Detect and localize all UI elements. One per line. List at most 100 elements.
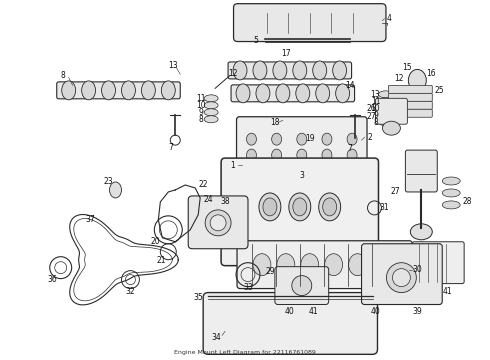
FancyBboxPatch shape — [283, 134, 309, 170]
Ellipse shape — [204, 95, 218, 102]
Ellipse shape — [259, 193, 281, 221]
Ellipse shape — [263, 198, 277, 216]
Text: 21: 21 — [157, 256, 166, 265]
Text: Engine Mount Left Diagram for 22116761089: Engine Mount Left Diagram for 2211676108… — [174, 350, 316, 355]
Ellipse shape — [378, 119, 392, 126]
Ellipse shape — [142, 81, 155, 100]
FancyBboxPatch shape — [362, 244, 442, 305]
Ellipse shape — [297, 133, 307, 145]
Ellipse shape — [293, 61, 307, 80]
Ellipse shape — [318, 193, 341, 221]
Ellipse shape — [277, 254, 295, 276]
Ellipse shape — [392, 269, 410, 287]
Text: 38: 38 — [220, 197, 230, 206]
Ellipse shape — [372, 254, 391, 276]
Text: 39: 39 — [413, 307, 422, 316]
Text: 40: 40 — [370, 307, 380, 316]
Ellipse shape — [336, 84, 349, 103]
Text: 15: 15 — [403, 63, 412, 72]
Ellipse shape — [442, 189, 460, 197]
FancyBboxPatch shape — [57, 82, 180, 99]
Text: 35: 35 — [194, 293, 203, 302]
Text: 36: 36 — [48, 275, 58, 284]
FancyBboxPatch shape — [375, 98, 407, 124]
Ellipse shape — [442, 177, 460, 185]
Text: 24: 24 — [203, 195, 213, 204]
Ellipse shape — [296, 84, 310, 103]
FancyBboxPatch shape — [389, 93, 432, 101]
Ellipse shape — [233, 61, 247, 80]
Ellipse shape — [246, 133, 256, 145]
Ellipse shape — [205, 210, 231, 236]
Text: 28: 28 — [463, 197, 472, 206]
Ellipse shape — [387, 263, 416, 293]
Ellipse shape — [297, 149, 307, 161]
FancyBboxPatch shape — [405, 150, 437, 192]
Text: 3: 3 — [299, 171, 304, 180]
Text: 20: 20 — [150, 237, 160, 246]
Ellipse shape — [378, 91, 392, 98]
FancyBboxPatch shape — [237, 117, 367, 177]
Ellipse shape — [204, 109, 218, 116]
Ellipse shape — [246, 149, 256, 161]
Text: 1: 1 — [231, 161, 235, 170]
Ellipse shape — [301, 254, 318, 276]
FancyBboxPatch shape — [237, 241, 413, 289]
FancyBboxPatch shape — [188, 196, 248, 249]
Text: 5: 5 — [253, 36, 258, 45]
Text: 34: 34 — [211, 333, 221, 342]
FancyBboxPatch shape — [234, 4, 386, 41]
Ellipse shape — [322, 149, 332, 161]
Text: 9: 9 — [199, 108, 204, 117]
Ellipse shape — [276, 84, 290, 103]
FancyBboxPatch shape — [275, 267, 329, 305]
Ellipse shape — [323, 198, 337, 216]
Text: 12: 12 — [228, 69, 238, 78]
Text: 41: 41 — [442, 287, 452, 296]
FancyBboxPatch shape — [221, 158, 378, 266]
Text: 33: 33 — [243, 283, 253, 292]
Ellipse shape — [253, 254, 271, 276]
Ellipse shape — [82, 81, 96, 100]
Ellipse shape — [62, 81, 75, 100]
Ellipse shape — [408, 69, 426, 91]
Text: 19: 19 — [305, 134, 315, 143]
Text: 14: 14 — [345, 81, 354, 90]
Ellipse shape — [322, 133, 332, 145]
Text: 2: 2 — [367, 133, 372, 142]
Text: 9: 9 — [373, 111, 378, 120]
Text: 31: 31 — [380, 203, 389, 212]
Text: 10: 10 — [196, 101, 206, 110]
Text: 13: 13 — [370, 90, 380, 99]
Ellipse shape — [289, 193, 311, 221]
Ellipse shape — [204, 116, 218, 123]
Text: 40: 40 — [285, 307, 294, 316]
Text: 27: 27 — [391, 188, 400, 197]
Text: 8: 8 — [60, 71, 65, 80]
Text: 23: 23 — [104, 177, 113, 186]
Text: 13: 13 — [169, 61, 178, 70]
Ellipse shape — [348, 254, 367, 276]
Ellipse shape — [378, 105, 392, 112]
Ellipse shape — [292, 276, 312, 296]
Ellipse shape — [347, 133, 357, 145]
Text: 10: 10 — [370, 104, 380, 113]
Ellipse shape — [204, 102, 218, 109]
Ellipse shape — [236, 84, 250, 103]
Ellipse shape — [378, 112, 392, 119]
Ellipse shape — [110, 182, 122, 198]
Ellipse shape — [333, 61, 346, 80]
Ellipse shape — [293, 198, 307, 216]
Text: 11: 11 — [371, 97, 380, 106]
Ellipse shape — [378, 98, 392, 105]
Text: 7: 7 — [168, 143, 173, 152]
FancyBboxPatch shape — [389, 101, 432, 109]
Ellipse shape — [210, 215, 226, 231]
FancyBboxPatch shape — [203, 293, 377, 354]
FancyBboxPatch shape — [228, 62, 352, 79]
Ellipse shape — [410, 224, 432, 240]
Text: 30: 30 — [413, 265, 422, 274]
Ellipse shape — [122, 81, 135, 100]
Text: 25: 25 — [435, 86, 444, 95]
Text: 37: 37 — [86, 215, 96, 224]
